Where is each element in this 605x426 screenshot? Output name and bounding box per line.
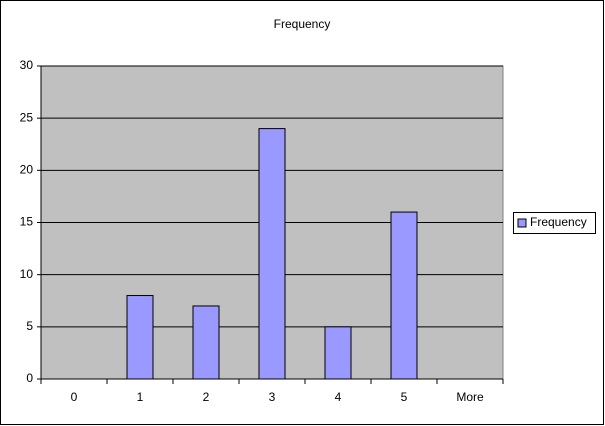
y-tick-label: 20 xyxy=(20,163,34,177)
x-tick-label: 2 xyxy=(203,390,210,404)
y-tick-label: 10 xyxy=(20,267,34,281)
x-tick-label: 0 xyxy=(71,390,78,404)
legend-box xyxy=(513,212,596,234)
bar xyxy=(258,128,286,380)
x-tick-label: 4 xyxy=(335,390,342,404)
y-tick-label: 5 xyxy=(26,319,33,333)
legend-swatch xyxy=(517,218,527,228)
bar xyxy=(126,295,154,380)
x-tick-label: 3 xyxy=(269,390,276,404)
y-tick-label: 15 xyxy=(20,215,34,229)
y-tick-label: 30 xyxy=(20,58,34,72)
y-tick-label: 25 xyxy=(20,110,34,124)
bar xyxy=(192,305,220,380)
legend-label: Frequency xyxy=(530,215,587,229)
bar xyxy=(324,326,352,380)
bar xyxy=(390,211,418,380)
y-tick-label: 0 xyxy=(26,371,33,385)
x-tick-label: 5 xyxy=(401,390,408,404)
x-tick-label: More xyxy=(456,390,484,404)
chart-title: Frequency xyxy=(274,17,331,31)
x-tick-label: 1 xyxy=(137,390,144,404)
